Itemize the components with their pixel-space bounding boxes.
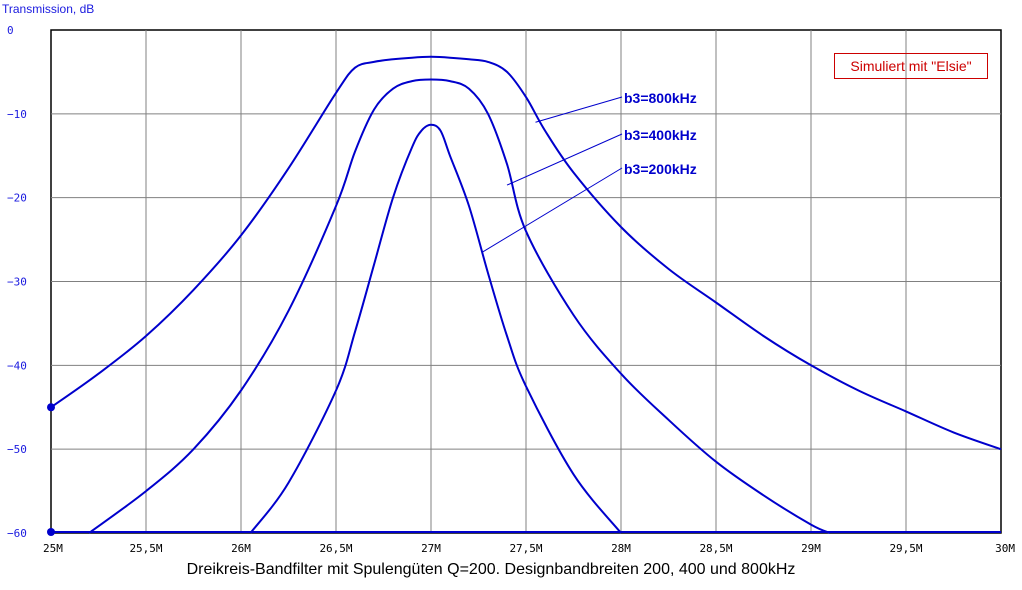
x-tick-label: 29M	[801, 542, 821, 555]
x-tick-label: 29,5M	[889, 542, 922, 555]
series-line-0	[50, 55, 1002, 451]
series-leader-line	[506, 133, 623, 186]
chart-caption: Dreikreis-Bandfilter mit Spulengüten Q=2…	[186, 561, 796, 578]
y-tick-label: −10	[7, 108, 27, 121]
series-label: b3=400kHz	[624, 127, 697, 143]
y-tick-label: −60	[7, 527, 27, 540]
series-leader-line	[482, 167, 623, 253]
y-tick-label: −40	[7, 359, 27, 372]
y-axis-label: Transmission, dB	[2, 2, 95, 16]
series-label: b3=200kHz	[624, 161, 697, 177]
y-tick-label: −30	[7, 276, 27, 289]
x-tick-label: 25M	[43, 542, 63, 555]
series-leader-line	[535, 96, 623, 123]
y-tick-label: 0	[7, 24, 14, 37]
curve-marker	[47, 528, 55, 536]
simulation-note: Simuliert mit "Elsie"	[834, 53, 988, 79]
x-tick-label: 28,5M	[699, 542, 732, 555]
x-tick-label: 27,5M	[509, 542, 542, 555]
curve-marker	[47, 403, 55, 412]
x-tick-label: 25,5M	[129, 542, 162, 555]
series-label: b3=800kHz	[624, 90, 697, 106]
y-tick-label: −50	[7, 443, 27, 456]
series-line-1	[88, 78, 831, 534]
x-tick-label: 28M	[611, 542, 631, 555]
x-tick-label: 26M	[231, 542, 251, 555]
x-tick-label: 27M	[421, 542, 441, 555]
x-tick-label: 30M	[995, 542, 1015, 555]
series-line-2	[249, 123, 622, 534]
x-tick-label: 26,5M	[319, 542, 352, 555]
y-tick-label: −20	[7, 192, 27, 205]
